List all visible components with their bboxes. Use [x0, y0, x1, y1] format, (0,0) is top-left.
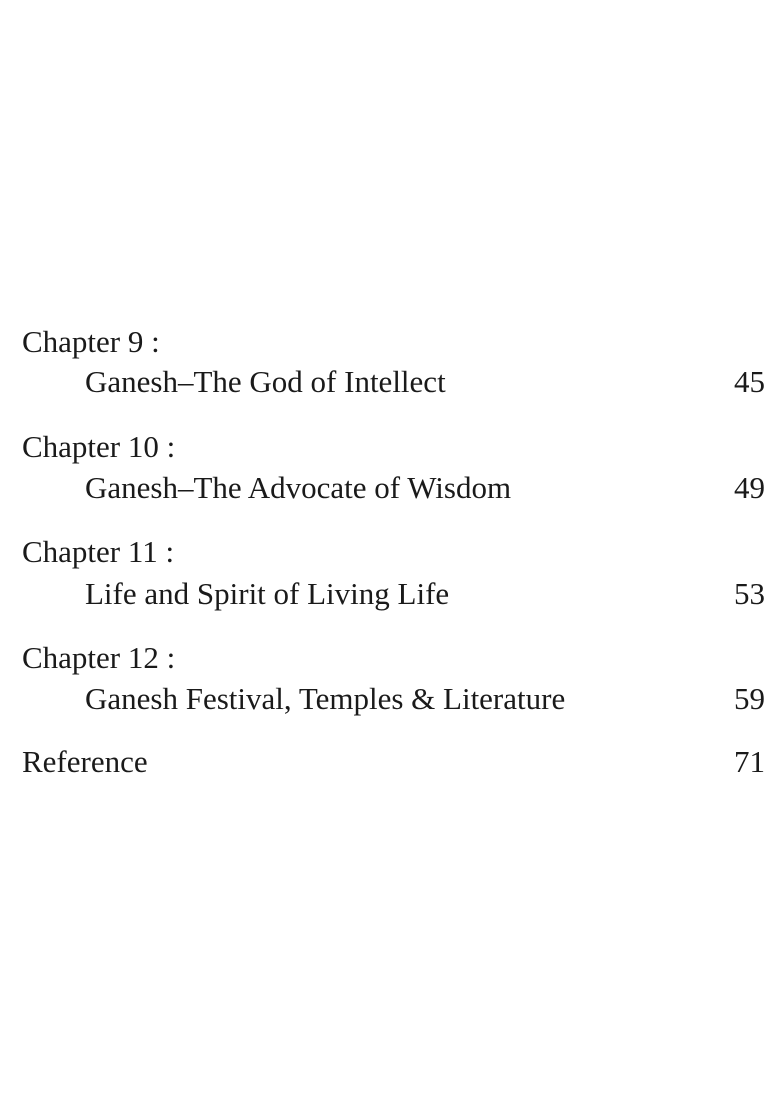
page-number: 53 — [734, 576, 765, 611]
toc-entry[interactable]: Ganesh–The God of Intellect 45 — [0, 362, 780, 402]
entry-title: Reference — [22, 744, 148, 779]
chapter-label: Chapter 12 : — [22, 640, 176, 675]
entry-title: Ganesh Festival, Temples & Literature — [85, 681, 566, 716]
chapter-label: Chapter 11 : — [22, 534, 175, 569]
page-number: 45 — [734, 364, 765, 399]
chapter-label: Chapter 9 : — [22, 324, 160, 359]
chapter-label: Chapter 10 : — [22, 429, 176, 464]
toc-entry[interactable]: Ganesh Festival, Temples & Literature 59 — [0, 679, 780, 719]
toc-entry-reference[interactable]: Reference 71 — [0, 742, 780, 782]
page-number: 59 — [734, 681, 765, 716]
entry-title: Ganesh–The God of Intellect — [85, 364, 446, 399]
page-number: 71 — [734, 744, 765, 779]
toc-entry[interactable]: Life and Spirit of Living Life 53 — [0, 574, 780, 614]
page-number: 49 — [734, 470, 765, 505]
toc-entry[interactable]: Ganesh–The Advocate of Wisdom 49 — [0, 468, 780, 508]
entry-title: Ganesh–The Advocate of Wisdom — [85, 470, 512, 505]
entry-title: Life and Spirit of Living Life — [85, 576, 450, 611]
